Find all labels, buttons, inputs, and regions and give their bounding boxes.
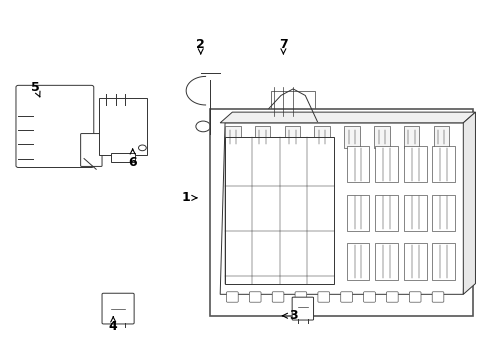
Circle shape — [276, 119, 300, 137]
Bar — [346, 243, 369, 280]
Text: 1: 1 — [182, 192, 196, 204]
Bar — [271, 91, 314, 112]
Bar — [403, 146, 426, 183]
Bar — [346, 146, 369, 183]
Bar — [344, 126, 359, 148]
FancyBboxPatch shape — [102, 293, 134, 324]
Text: 2: 2 — [196, 38, 204, 54]
Circle shape — [196, 121, 210, 132]
Bar — [224, 126, 240, 148]
Bar — [224, 137, 334, 284]
FancyBboxPatch shape — [431, 292, 443, 302]
FancyBboxPatch shape — [16, 85, 94, 167]
Bar — [433, 126, 448, 148]
Bar — [374, 243, 397, 280]
Circle shape — [138, 145, 146, 151]
Bar — [314, 126, 329, 148]
Bar — [99, 98, 147, 155]
Bar — [284, 126, 300, 148]
Bar — [374, 146, 397, 183]
FancyBboxPatch shape — [81, 134, 102, 166]
FancyBboxPatch shape — [340, 292, 352, 302]
FancyBboxPatch shape — [317, 292, 329, 302]
FancyBboxPatch shape — [272, 292, 284, 302]
FancyBboxPatch shape — [291, 297, 313, 320]
Bar — [373, 126, 389, 148]
Text: 6: 6 — [128, 149, 137, 168]
Bar — [254, 126, 270, 148]
Bar — [210, 109, 472, 316]
Bar — [374, 195, 397, 231]
Bar — [346, 195, 369, 231]
Text: 5: 5 — [31, 81, 40, 97]
Text: 7: 7 — [279, 38, 287, 54]
Bar — [403, 243, 426, 280]
Bar — [403, 195, 426, 231]
FancyBboxPatch shape — [408, 292, 420, 302]
Bar — [431, 195, 454, 231]
FancyBboxPatch shape — [294, 292, 306, 302]
FancyBboxPatch shape — [249, 292, 261, 302]
Polygon shape — [462, 112, 474, 294]
Polygon shape — [220, 112, 474, 123]
Bar — [111, 153, 135, 162]
Bar — [403, 126, 418, 148]
Polygon shape — [220, 123, 467, 294]
FancyBboxPatch shape — [386, 292, 397, 302]
Text: 4: 4 — [109, 317, 117, 333]
Bar — [431, 146, 454, 183]
FancyBboxPatch shape — [226, 292, 238, 302]
Text: 3: 3 — [282, 309, 297, 322]
FancyBboxPatch shape — [363, 292, 374, 302]
Bar — [431, 243, 454, 280]
